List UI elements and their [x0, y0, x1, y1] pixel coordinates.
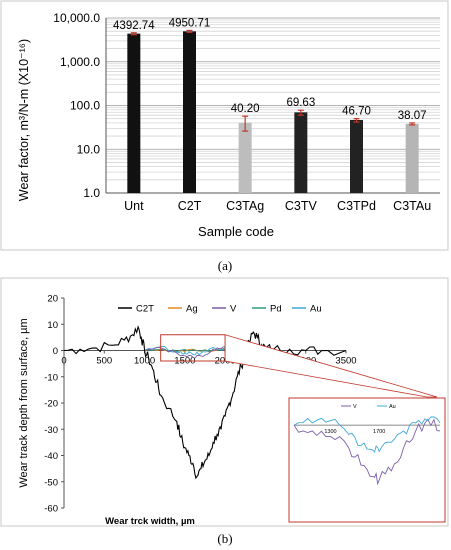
data-label: 4950.71 [169, 17, 211, 29]
inset-line-au [293, 416, 441, 453]
x-tick-label: 500 [96, 356, 112, 367]
y-tick-label: 0 [53, 346, 58, 357]
chart-b-xlabel: Wear trck width, µm [105, 516, 195, 527]
y-tick-label: -50 [44, 477, 58, 488]
zoom-connector [224, 334, 438, 398]
chart-b-ylabel: Wear track depth from surface, µm [18, 318, 30, 487]
series-line-v [144, 346, 242, 359]
bar [294, 112, 308, 193]
series-line-au [144, 345, 242, 356]
data-label: 69.63 [286, 97, 315, 109]
x-tick-label: 3500 [335, 356, 356, 367]
inset-legend-entry: V [353, 404, 357, 410]
bar [238, 122, 252, 193]
x-tick-label: C3TAu [393, 199, 431, 213]
data-label: 40.20 [231, 103, 260, 115]
legend-entry: Ag [186, 304, 198, 315]
bar [350, 119, 363, 193]
x-tick-label: Unt [124, 199, 144, 213]
x-tick-label: 0 [61, 356, 66, 367]
y-tick-label: 100.0 [70, 99, 100, 113]
legend-entry: Pd [270, 304, 282, 315]
legend-entry: C2T [136, 304, 154, 315]
panel-a-label: (a) [218, 258, 232, 273]
bar [127, 33, 141, 193]
panel-b-label: (b) [217, 531, 232, 546]
chart-b-legend: C2T Ag V Pd Au [118, 304, 322, 315]
bar [405, 123, 419, 193]
y-tick-label: 1,000.0 [60, 55, 100, 69]
y-tick-label: -10 [44, 372, 58, 383]
y-tick-label: 10 [47, 320, 58, 331]
y-tick-label: 10.0 [77, 142, 101, 156]
chart-a-xlabel: Sample code [198, 224, 274, 239]
inset-x-tick-label: 1300 [324, 429, 336, 435]
y-tick-label: -60 [44, 504, 58, 515]
y-tick-label: -20 [44, 399, 58, 410]
x-tick-label: 1000 [134, 356, 155, 367]
bar [183, 31, 196, 194]
x-tick-label: C2T [178, 199, 202, 213]
legend-entry: V [230, 304, 237, 315]
chart-a-ticks: 1.0 10.0 100.0 1,000.0 10,000.0 Unt C2T C3TAg C3… [53, 11, 431, 213]
chart-a-ylabel: Wear factor, m³/N-m (X10⁻¹⁶) [17, 39, 31, 201]
data-label: 38.07 [398, 110, 427, 122]
y-tick-label: -30 [44, 425, 58, 436]
chart-a-grid [105, 17, 440, 194]
y-tick-label: 20 [47, 294, 58, 305]
chart-a-frame [0, 0, 449, 251]
chart-a-bars: 4392.74 4950.71 40.20 69.63 46.70 38.07 [113, 17, 427, 194]
x-tick-label: C3TV [285, 199, 318, 213]
chart-b-inset: 1300 1700 V Au [224, 334, 446, 523]
inset-x-tick-label: 1700 [373, 429, 385, 435]
legend-entry: Au [310, 304, 322, 315]
data-label: 46.70 [342, 106, 371, 118]
series-line-c2t [63, 325, 347, 480]
inset-legend-entry: Au [389, 404, 396, 410]
x-tick-label: C3TPd [337, 199, 376, 213]
y-tick-label: -40 [44, 451, 58, 462]
y-tick-label: 1.0 [83, 186, 100, 200]
y-tick-label: 10,000.0 [53, 11, 100, 25]
panel-a: 4392.74 4950.71 40.20 69.63 46.70 38.07 1.0 10… [0, 0, 449, 273]
data-label: 4392.74 [113, 20, 155, 32]
inset-frame [288, 397, 446, 523]
x-tick-label: C3TAg [226, 199, 264, 213]
inset-line-v [293, 418, 441, 486]
panel-b: 20100-10-20-30-40-50-6005001000150020002… [0, 277, 449, 546]
